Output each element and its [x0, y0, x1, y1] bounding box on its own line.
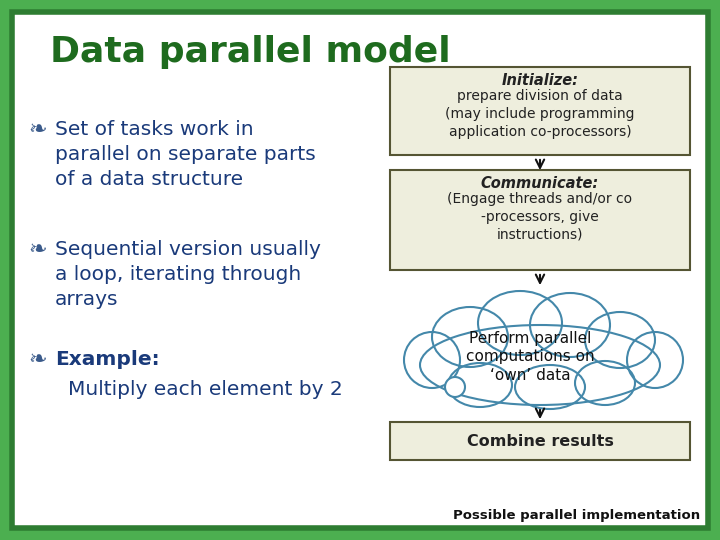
FancyBboxPatch shape — [390, 170, 690, 270]
FancyBboxPatch shape — [390, 67, 690, 155]
Text: ❧: ❧ — [28, 120, 47, 140]
Text: Initialize:: Initialize: — [502, 73, 578, 88]
Text: Possible parallel implementation: Possible parallel implementation — [453, 509, 700, 522]
Ellipse shape — [404, 332, 460, 388]
Text: Combine results: Combine results — [467, 434, 613, 449]
Ellipse shape — [448, 363, 512, 407]
Text: Sequential version usually
a loop, iterating through
arrays: Sequential version usually a loop, itera… — [55, 240, 321, 309]
Ellipse shape — [432, 307, 508, 367]
Text: Communicate:: Communicate: — [481, 176, 599, 191]
Text: Example:: Example: — [55, 350, 160, 369]
Text: Perform parallel
computations on
‘own’ data: Perform parallel computations on ‘own’ d… — [466, 331, 594, 383]
Circle shape — [445, 377, 465, 397]
Ellipse shape — [575, 361, 635, 405]
Ellipse shape — [515, 365, 585, 409]
FancyBboxPatch shape — [12, 12, 708, 528]
Ellipse shape — [585, 312, 655, 368]
Text: ❧: ❧ — [28, 240, 47, 260]
Text: Data parallel model: Data parallel model — [50, 35, 451, 69]
Text: prepare division of data
(may include programming
application co-processors): prepare division of data (may include pr… — [445, 89, 635, 139]
Ellipse shape — [420, 325, 660, 405]
Text: Set of tasks work in
parallel on separate parts
of a data structure: Set of tasks work in parallel on separat… — [55, 120, 316, 189]
Ellipse shape — [627, 332, 683, 388]
Text: Multiply each element by 2: Multiply each element by 2 — [68, 380, 343, 399]
Ellipse shape — [530, 293, 610, 357]
FancyBboxPatch shape — [390, 422, 690, 460]
Ellipse shape — [478, 291, 562, 355]
Text: ❧: ❧ — [28, 350, 47, 370]
Text: (Engage threads and/or co
-processors, give
instructions): (Engage threads and/or co -processors, g… — [447, 192, 633, 242]
